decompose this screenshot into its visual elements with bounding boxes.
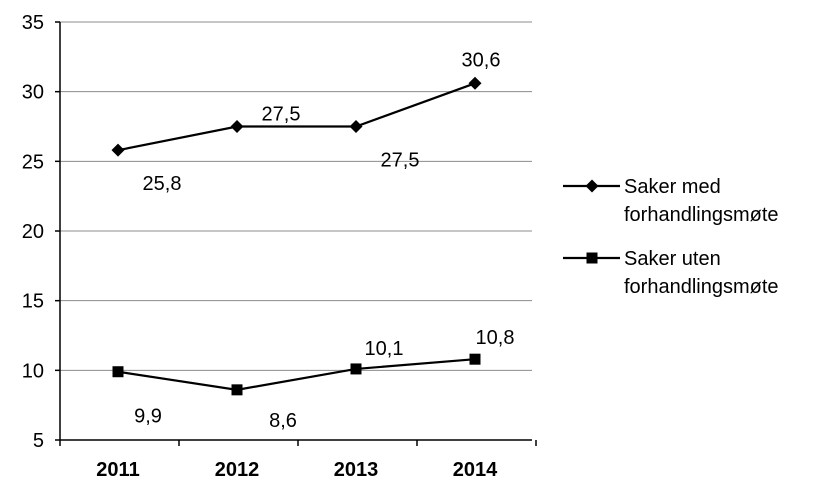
data-point bbox=[231, 384, 243, 396]
data-point bbox=[230, 120, 244, 133]
legend-label: forhandlingsmøte bbox=[624, 204, 779, 226]
data-point bbox=[469, 353, 481, 365]
legend-label: forhandlingsmøte bbox=[624, 276, 779, 298]
y-tick-label: 35 bbox=[22, 12, 44, 34]
legend-item: Saker uten forhandlingsmøte bbox=[563, 248, 779, 298]
data-label: 27,5 bbox=[262, 104, 301, 126]
series-line bbox=[117, 358, 476, 391]
legend-marker bbox=[586, 252, 598, 264]
data-point bbox=[112, 366, 124, 378]
data-point bbox=[349, 120, 363, 133]
data-label: 10,8 bbox=[476, 327, 515, 349]
series-uten bbox=[112, 353, 481, 396]
data-point bbox=[350, 363, 362, 375]
legend-item: Saker med forhandlingsmøte bbox=[563, 176, 779, 226]
data-point bbox=[111, 143, 125, 157]
data-label: 9,9 bbox=[134, 406, 162, 428]
data-label: 10,1 bbox=[365, 338, 404, 360]
series-line bbox=[117, 82, 476, 152]
x-tick-labels: 2011 2012 2013 2014 bbox=[96, 459, 498, 481]
x-tick-label: 2014 bbox=[453, 459, 498, 481]
data-label: 30,6 bbox=[462, 49, 501, 71]
data-label: 27,5 bbox=[381, 150, 420, 172]
x-tick-label: 2013 bbox=[334, 459, 379, 481]
x-tick-label: 2011 bbox=[96, 459, 139, 481]
y-tick-label: 10 bbox=[22, 360, 44, 382]
axes bbox=[55, 21, 537, 446]
y-tick-label: 30 bbox=[22, 82, 44, 104]
x-tick-label: 2012 bbox=[215, 459, 260, 481]
data-point bbox=[468, 76, 482, 90]
legend-marker bbox=[585, 179, 599, 193]
legend: Saker med forhandlingsmøte Saker uten forha… bbox=[563, 176, 779, 298]
y-tick-label: 5 bbox=[33, 430, 44, 452]
y-tick-labels: 5 10 15 20 25 30 35 bbox=[22, 12, 44, 452]
y-tick-label: 25 bbox=[22, 151, 44, 173]
series-med bbox=[111, 76, 482, 157]
legend-label: Saker uten bbox=[624, 248, 721, 270]
legend-label: Saker med bbox=[624, 176, 721, 198]
y-tick-label: 15 bbox=[22, 291, 44, 313]
series-group bbox=[111, 76, 482, 396]
gridlines bbox=[60, 21, 532, 371]
data-label: 8,6 bbox=[269, 410, 297, 432]
data-labels: 25,8 27,5 27,5 30,6 9,9 8,6 10,1 10,8 bbox=[134, 49, 514, 432]
y-tick-label: 20 bbox=[22, 221, 44, 243]
data-label: 25,8 bbox=[143, 173, 182, 195]
